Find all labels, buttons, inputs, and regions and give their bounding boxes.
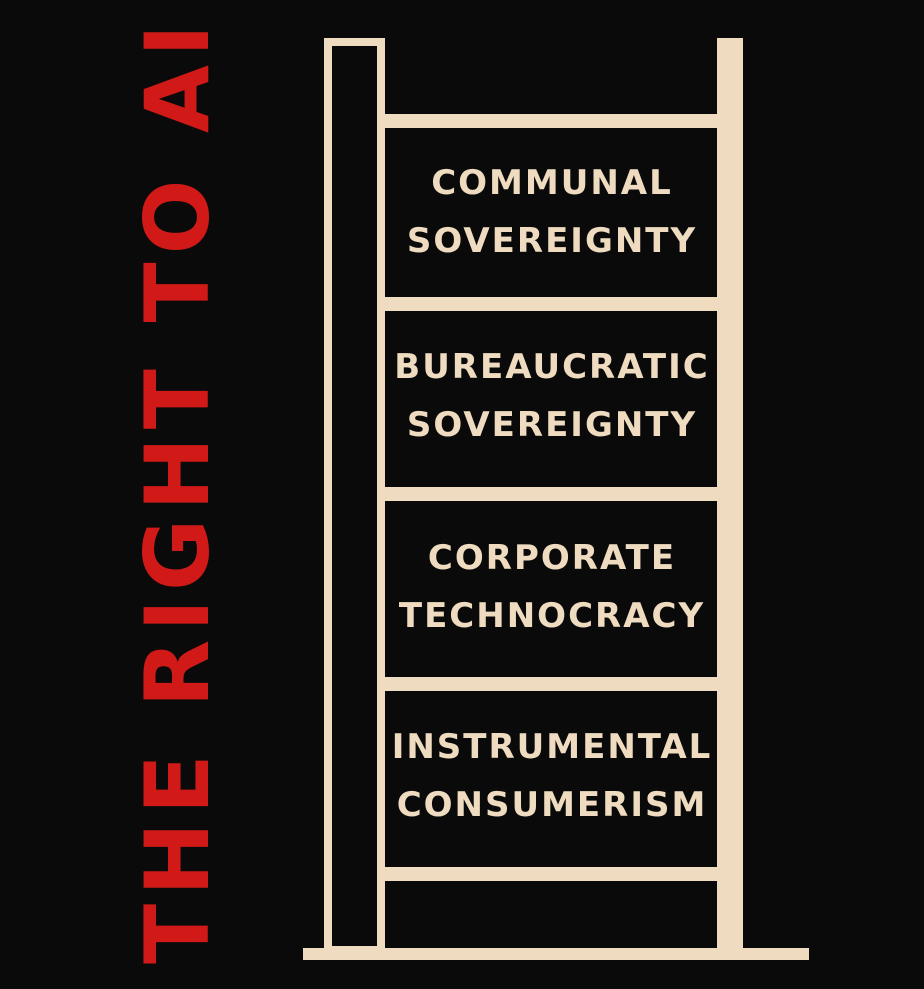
rung-label-instrumental-consumerism: INSTRUMENTAL CONSUMERISM bbox=[387, 718, 717, 834]
ladder-rung bbox=[381, 297, 719, 311]
rung-label-line: CONSUMERISM bbox=[396, 785, 708, 825]
ladder-rung bbox=[381, 867, 719, 881]
rung-label-line: SOVEREIGNTY bbox=[406, 405, 698, 445]
rung-label-corporate-technocracy: CORPORATE TECHNOCRACY bbox=[387, 529, 717, 645]
ladder-right-rail bbox=[717, 38, 743, 952]
ladder-base bbox=[303, 948, 809, 960]
rung-label-line: TECHNOCRACY bbox=[398, 596, 706, 636]
rung-label-line: CORPORATE bbox=[427, 538, 677, 578]
rung-label-line: COMMUNAL bbox=[431, 163, 673, 203]
ladder-rung bbox=[381, 677, 719, 691]
rung-label-communal-sovereignty: COMMUNAL SOVEREIGNTY bbox=[387, 154, 717, 270]
rung-label-line: BUREAUCRATIC bbox=[394, 347, 710, 387]
ladder-rung bbox=[381, 487, 719, 501]
ladder-left-rail bbox=[324, 38, 385, 954]
rung-label-line: SOVEREIGNTY bbox=[406, 221, 698, 261]
rung-label-line: INSTRUMENTAL bbox=[391, 727, 713, 767]
rung-label-bureaucratic-sovereignty: BUREAUCRATIC SOVEREIGNTY bbox=[387, 338, 717, 454]
ladder-rung bbox=[381, 114, 719, 128]
